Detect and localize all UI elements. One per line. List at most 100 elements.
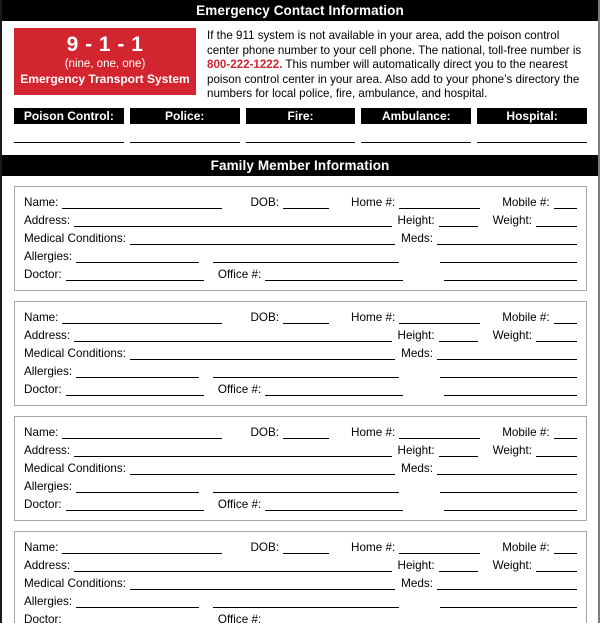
input-allergies[interactable] <box>76 606 199 608</box>
input-name[interactable] <box>62 552 223 554</box>
input-meds-continued-2[interactable] <box>444 394 577 396</box>
input-allergies-continued[interactable] <box>212 261 399 263</box>
contact-input-police[interactable] <box>129 141 240 143</box>
label-allergies: Allergies: <box>24 594 73 608</box>
input-weight[interactable] <box>536 455 577 457</box>
label-address: Address: <box>24 213 71 227</box>
input-mobile-number[interactable] <box>553 437 577 439</box>
input-weight[interactable] <box>536 570 577 572</box>
input-address[interactable] <box>74 570 392 572</box>
input-name[interactable] <box>62 207 223 209</box>
input-allergies[interactable] <box>76 261 199 263</box>
input-meds-continued[interactable] <box>439 606 577 608</box>
input-dob[interactable] <box>283 437 330 439</box>
input-office-number[interactable] <box>265 394 404 396</box>
input-meds-continued[interactable] <box>439 261 577 263</box>
input-office-number[interactable] <box>265 509 404 511</box>
input-weight[interactable] <box>536 225 577 227</box>
contact-input-fire[interactable] <box>245 141 356 143</box>
input-address[interactable] <box>74 455 392 457</box>
input-doctor[interactable] <box>65 509 204 511</box>
contact-input-hospital[interactable] <box>477 141 587 143</box>
label-name: Name: <box>24 540 59 554</box>
paragraph-part-2: This number will automatically direct yo… <box>207 58 580 101</box>
family-member-block: Name: DOB: Home #: Mobile #: Address: He… <box>14 300 587 406</box>
input-home-number[interactable] <box>399 207 481 209</box>
input-meds-continued[interactable] <box>439 491 577 493</box>
family-member-block: Name: DOB: Home #: Mobile #: Address: He… <box>14 185 587 291</box>
input-height[interactable] <box>438 225 478 227</box>
input-dob[interactable] <box>283 552 330 554</box>
label-home-number: Home #: <box>351 195 396 209</box>
input-allergies-continued[interactable] <box>212 606 399 608</box>
input-office-number[interactable] <box>265 279 404 281</box>
contact-input-poison-control[interactable] <box>14 141 124 143</box>
input-allergies[interactable] <box>76 491 199 493</box>
input-meds[interactable] <box>437 243 577 245</box>
label-home-number: Home #: <box>351 540 396 554</box>
family-row-allergies: Allergies: <box>24 478 577 496</box>
input-medical-conditions[interactable] <box>130 473 396 475</box>
input-allergies-continued[interactable] <box>212 491 399 493</box>
input-home-number[interactable] <box>399 437 481 439</box>
input-medical-conditions[interactable] <box>130 358 396 360</box>
input-allergies[interactable] <box>76 376 199 378</box>
family-row-doctor: Doctor: Office #: <box>24 266 577 284</box>
input-medical-conditions[interactable] <box>130 588 396 590</box>
label-mobile-number: Mobile #: <box>502 310 550 324</box>
label-medical-conditions: Medical Conditions: <box>24 231 126 245</box>
label-weight: Weight: <box>492 328 532 342</box>
label-doctor: Doctor: <box>24 497 62 511</box>
poison-control-paragraph: If the 911 system is not available in yo… <box>207 28 588 102</box>
family-row-identity: Name: DOB: Home #: Mobile #: <box>24 424 577 442</box>
input-name[interactable] <box>62 437 223 439</box>
family-row-medical: Medical Conditions: Meds: <box>24 230 577 248</box>
input-meds-continued[interactable] <box>439 376 577 378</box>
input-meds[interactable] <box>437 358 577 360</box>
poison-control-phone-number: 800-222-1222. <box>207 58 283 72</box>
label-allergies: Allergies: <box>24 479 73 493</box>
family-row-address: Address: Height: Weight: <box>24 442 577 460</box>
label-address: Address: <box>24 443 71 457</box>
input-home-number[interactable] <box>399 552 481 554</box>
input-mobile-number[interactable] <box>553 322 577 324</box>
input-meds-continued-2[interactable] <box>444 279 577 281</box>
input-meds-continued-2[interactable] <box>444 509 577 511</box>
input-height[interactable] <box>438 340 478 342</box>
label-dob: DOB: <box>250 425 280 439</box>
contact-label-police: Police: <box>129 107 240 124</box>
input-dob[interactable] <box>283 207 330 209</box>
label-medical-conditions: Medical Conditions: <box>24 346 126 360</box>
input-height[interactable] <box>438 570 478 572</box>
label-weight: Weight: <box>492 443 532 457</box>
input-home-number[interactable] <box>399 322 481 324</box>
input-dob[interactable] <box>283 322 330 324</box>
family-row-allergies: Allergies: <box>24 593 577 611</box>
label-height: Height: <box>397 558 435 572</box>
input-medical-conditions[interactable] <box>130 243 396 245</box>
label-allergies: Allergies: <box>24 249 73 263</box>
label-allergies: Allergies: <box>24 364 73 378</box>
input-address[interactable] <box>74 225 392 227</box>
contact-input-ambulance[interactable] <box>361 141 472 143</box>
family-row-identity: Name: DOB: Home #: Mobile #: <box>24 539 577 557</box>
label-doctor: Doctor: <box>24 382 62 396</box>
input-weight[interactable] <box>536 340 577 342</box>
badge-spelled: (nine, one, one) <box>64 58 146 70</box>
input-meds[interactable] <box>437 588 577 590</box>
label-dob: DOB: <box>250 540 280 554</box>
input-name[interactable] <box>62 322 223 324</box>
input-address[interactable] <box>74 340 392 342</box>
contact-label-poison-control: Poison Control: <box>14 107 124 124</box>
family-row-allergies: Allergies: <box>24 248 577 266</box>
label-dob: DOB: <box>250 310 280 324</box>
input-mobile-number[interactable] <box>553 552 577 554</box>
input-doctor[interactable] <box>65 394 204 396</box>
input-mobile-number[interactable] <box>553 207 577 209</box>
input-meds[interactable] <box>437 473 577 475</box>
input-doctor[interactable] <box>65 279 204 281</box>
input-allergies-continued[interactable] <box>212 376 399 378</box>
input-height[interactable] <box>438 455 478 457</box>
label-height: Height: <box>397 328 435 342</box>
label-office-number: Office #: <box>217 612 262 623</box>
